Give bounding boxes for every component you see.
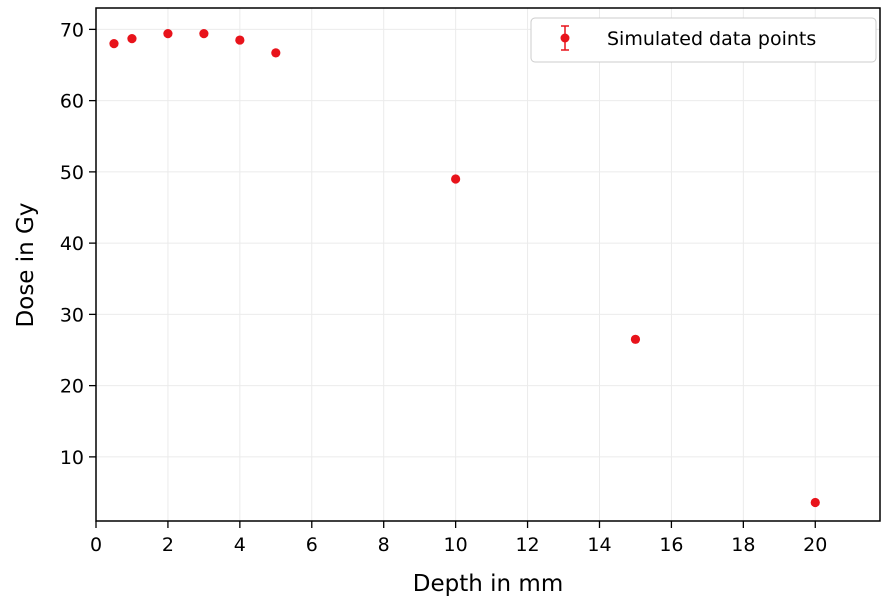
data-point [199, 29, 209, 39]
y-axis-ticks: 10 20 30 40 50 60 70 [60, 19, 96, 469]
x-tick-label: 18 [731, 534, 755, 556]
y-tick-label: 10 [60, 447, 84, 469]
x-tick-label: 4 [234, 534, 246, 556]
y-tick-label: 20 [60, 376, 84, 398]
x-tick-label: 8 [378, 534, 390, 556]
x-tick-label: 14 [587, 534, 611, 556]
y-tick-label: 70 [60, 19, 84, 41]
x-tick-label: 0 [90, 534, 102, 556]
x-tick-label: 2 [162, 534, 174, 556]
data-point [451, 174, 461, 184]
data-point [271, 48, 281, 58]
data-point [109, 39, 119, 49]
x-axis-title: Depth in mm [413, 571, 563, 597]
x-axis-ticks: 0 2 4 6 8 10 12 14 16 18 20 [90, 521, 827, 556]
data-point [127, 34, 137, 44]
x-tick-label: 10 [444, 534, 468, 556]
y-tick-label: 40 [60, 233, 84, 255]
data-point [163, 29, 173, 39]
legend-label: Simulated data points [607, 28, 816, 50]
data-point [630, 334, 641, 344]
data-points [109, 29, 820, 508]
y-tick-label: 50 [60, 162, 84, 184]
x-tick-label: 20 [803, 534, 827, 556]
grid [95, 8, 880, 521]
legend-box [530, 17, 877, 63]
data-point [810, 497, 820, 508]
x-tick-label: 16 [659, 534, 683, 556]
axes-frame [95, 7, 881, 522]
y-tick-label: 60 [60, 91, 84, 113]
y-axis-title: Dose in Gy [13, 203, 39, 328]
legend-marker [560, 25, 570, 51]
x-tick-label: 6 [306, 534, 318, 556]
legend: Simulated data points [530, 17, 877, 63]
data-point [235, 35, 245, 45]
x-tick-label: 12 [515, 534, 539, 556]
y-tick-label: 30 [60, 304, 84, 326]
